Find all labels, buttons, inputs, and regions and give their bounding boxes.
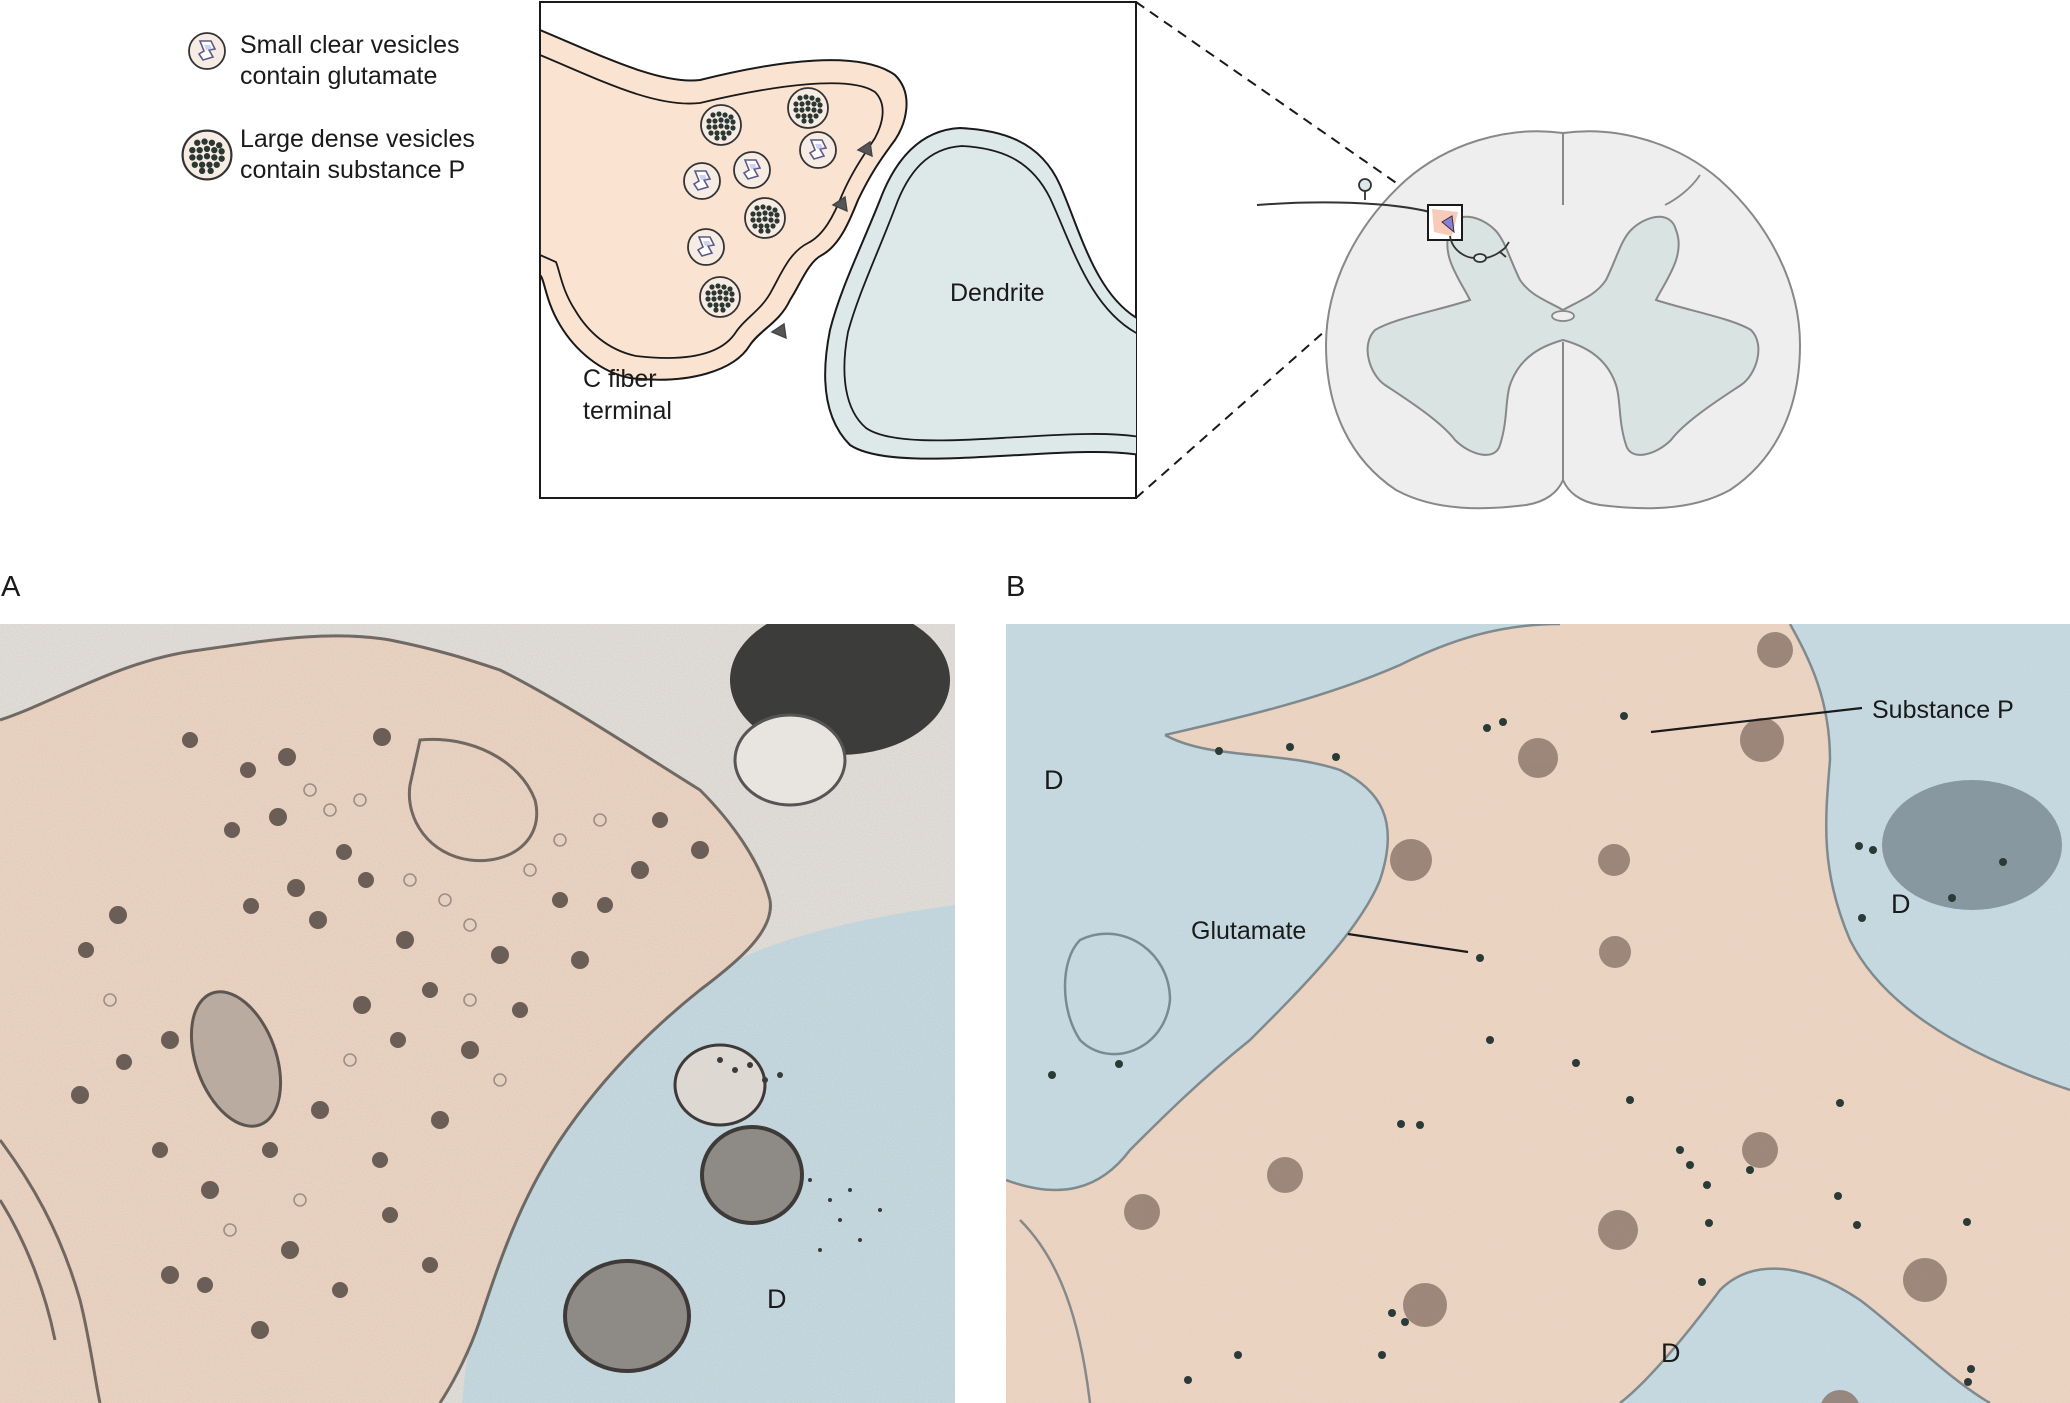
panel-a-mitochondria <box>189 990 804 1373</box>
c-fiber-terminal-inner-membrane <box>540 54 884 359</box>
c-fiber-afferent <box>1256 178 1431 213</box>
panel-b-glutamate-vesicles <box>1048 712 2007 1386</box>
synapse-inset: C fiber terminal Dendrite <box>539 1 1137 499</box>
dorsal-root-entry-line <box>1664 174 1701 206</box>
glutamate-label: Glutamate <box>1191 917 1306 945</box>
legend-large-vesicles-line1: Large dense vesicles <box>240 125 475 153</box>
panel-b-micrograph: Substance P Glutamate D D D <box>1006 624 2070 1403</box>
panel-a-dendrite-label: D <box>767 1284 787 1314</box>
c-fiber-terminal-label-line1: C fiber <box>583 365 657 393</box>
spinal-cord <box>1256 130 1802 510</box>
dorsal-horn-neuron <box>1449 235 1510 263</box>
c-fiber-terminal-label-line2: terminal <box>583 397 672 425</box>
small-clear-vesicle-icon <box>188 32 226 70</box>
panel-a-letter: A <box>1 571 21 603</box>
dendrite-label: Dendrite <box>950 279 1045 307</box>
substance-p-pointer <box>1650 706 1863 734</box>
panel-b-membranes <box>1006 624 2070 1403</box>
large-dense-vesicle-icon <box>181 129 233 181</box>
panel-a-dendrite-granules <box>717 1057 882 1252</box>
central-canal <box>1551 310 1575 322</box>
panel-b-dendrite-label-1: D <box>1044 765 1064 795</box>
panel-b-dendrite-label-2: D <box>1891 889 1911 919</box>
panel-b-dendrite-label-3: D <box>1661 1338 1681 1368</box>
panel-a-micrograph: D <box>0 624 955 1403</box>
gray-matter <box>1366 215 1760 456</box>
glutamate-pointer <box>1347 932 1469 954</box>
active-zones <box>770 140 873 340</box>
panel-b-letter: B <box>1006 571 1025 603</box>
panel-b-annotations: Substance P Glutamate D D D <box>1044 696 2014 1368</box>
legend-large-vesicles-line2: contain substance P <box>240 156 465 184</box>
legend: Small clear vesicles contain glutamate L… <box>181 31 475 184</box>
panel-a-membranes <box>0 634 772 1403</box>
panel-a-dense-vesicles <box>71 728 709 1339</box>
legend-small-vesicles-line1: Small clear vesicles <box>240 31 460 59</box>
substance-p-label: Substance P <box>1872 696 2014 724</box>
panel-b-dense-vesicles <box>1124 632 1947 1403</box>
panel-b-dense-granule-cluster <box>1882 780 2062 910</box>
dendrite-inner-membrane <box>843 145 1136 442</box>
panel-a-clear-vesicles <box>103 783 607 1237</box>
legend-small-vesicles-line2: contain glutamate <box>240 62 437 90</box>
dorsal-root-ganglion-cell <box>1358 178 1372 192</box>
